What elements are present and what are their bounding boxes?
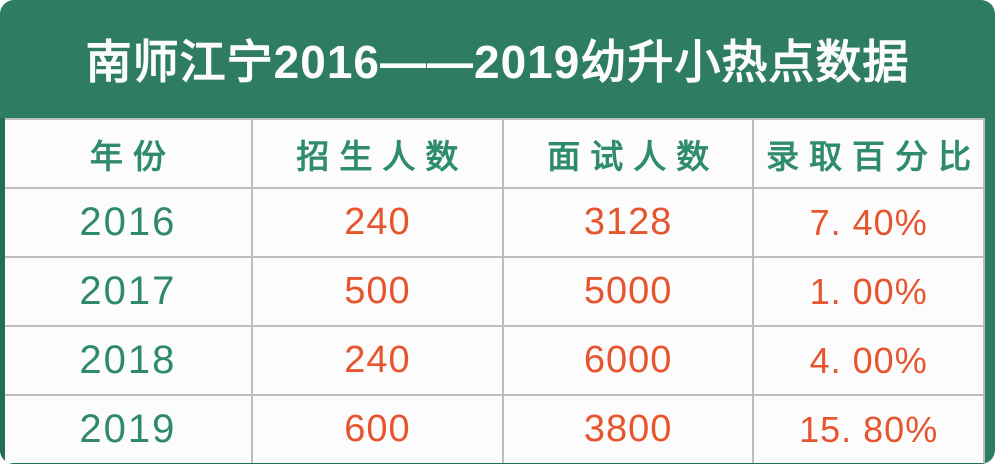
table-row: 2018 240 6000 4. 00% (1, 325, 985, 396)
admission-rate-cell: 4. 00% (752, 325, 985, 396)
year-cell: 2016 (1, 187, 253, 258)
interviewed-cell: 6000 (502, 325, 755, 396)
column-header-interviewed: 面试人数 (502, 118, 755, 189)
column-header-enrollment: 招生人数 (250, 118, 505, 189)
interviewed-cell: 3800 (502, 394, 755, 464)
data-table: 年份 招生人数 面试人数 录取百分比 2016 240 3128 7. 40% … (0, 118, 985, 464)
table-row: 2016 240 3128 7. 40% (1, 187, 985, 258)
enrollment-cell: 240 (250, 187, 505, 258)
admission-rate-cell: 7. 40% (752, 187, 985, 258)
year-cell: 2019 (1, 394, 253, 464)
year-cell: 2017 (1, 256, 253, 327)
interviewed-cell: 5000 (502, 256, 755, 327)
admission-rate-cell: 1. 00% (752, 256, 985, 327)
column-header-year: 年份 (1, 118, 253, 189)
interviewed-cell: 3128 (502, 187, 755, 258)
header-row: 年份 招生人数 面试人数 录取百分比 (1, 118, 985, 189)
table-row: 2019 600 3800 15. 80% (1, 394, 985, 464)
page-title: 南师江宁2016——2019幼升小热点数据 (85, 36, 910, 88)
table-row: 2017 500 5000 1. 00% (1, 256, 985, 327)
enrollment-cell: 600 (250, 394, 505, 464)
admission-rate-cell: 15. 80% (752, 394, 985, 464)
enrollment-cell: 500 (250, 256, 505, 327)
year-cell: 2018 (1, 325, 253, 396)
column-header-admission-rate: 录取百分比 (752, 118, 985, 189)
title-band: 南师江宁2016——2019幼升小热点数据 (0, 0, 995, 118)
enrollment-cell: 240 (250, 325, 505, 396)
